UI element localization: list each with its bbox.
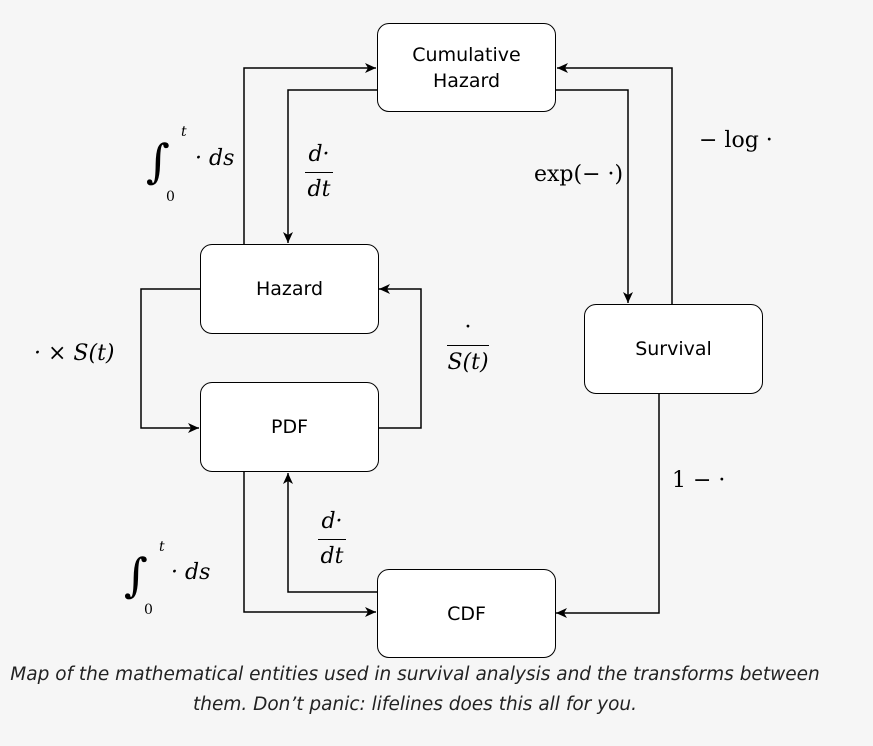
edge-survival-cdf bbox=[556, 383, 664, 618]
edge-hazard-to-cumhaz bbox=[243, 63, 376, 244]
edge-hazard-to-pdf bbox=[140, 288, 202, 433]
edge-pdf-to-cdf bbox=[243, 472, 376, 617]
label-cdf-to-pdf: d· dt bbox=[318, 511, 346, 568]
frac-denominator: dt bbox=[307, 177, 331, 202]
caption-line-1: Map of the mathematical entities used in… bbox=[10, 664, 820, 685]
edge-cumhaz-to-survival bbox=[555, 89, 633, 303]
label-hazard-to-pdf: · × S(t) bbox=[34, 341, 115, 366]
frac-bar bbox=[318, 539, 346, 540]
label-survival-to-cumhaz: − log · bbox=[699, 128, 773, 153]
figure-caption: Map of the mathematical entities used in… bbox=[0, 660, 830, 720]
frac-numerator: d· bbox=[321, 509, 343, 534]
node-cdf: CDF bbox=[377, 569, 556, 658]
integral-sign: ∫ bbox=[146, 134, 170, 188]
label-survival-cdf: 1 − · bbox=[672, 468, 726, 493]
label-cumhaz-to-survival: exp(− ·) bbox=[534, 162, 624, 187]
frac-bar bbox=[447, 345, 489, 346]
integral-body: · ds bbox=[171, 560, 211, 585]
edge-pdf-to-hazard bbox=[377, 284, 422, 429]
node-pdf: PDF bbox=[200, 382, 379, 472]
frac-numerator: · bbox=[464, 315, 472, 340]
node-cumulative-hazard: Cumulative Hazard bbox=[377, 23, 556, 112]
integral-upper-limit: t bbox=[159, 539, 165, 555]
caption-line-2: them. Don’t panic: lifelines does this a… bbox=[192, 694, 638, 715]
frac-denominator: S(t) bbox=[447, 350, 489, 375]
frac-numerator: d· bbox=[308, 142, 330, 167]
frac-denominator: dt bbox=[320, 544, 344, 569]
edge-survival-to-cumhaz bbox=[557, 63, 673, 304]
node-survival: Survival bbox=[584, 304, 763, 394]
integral-upper-limit: t bbox=[181, 124, 187, 140]
node-hazard: Hazard bbox=[200, 244, 379, 334]
label-cumhaz-to-hazard: d· dt bbox=[305, 144, 333, 201]
label-pdf-to-hazard: · S(t) bbox=[447, 317, 489, 374]
integral-lower-limit: 0 bbox=[166, 189, 175, 205]
integral-sign: ∫ bbox=[124, 548, 148, 602]
integral-lower-limit: 0 bbox=[144, 602, 153, 618]
frac-bar bbox=[305, 172, 333, 173]
edge-cumhaz-to-hazard bbox=[283, 89, 378, 243]
integral-body: · ds bbox=[195, 146, 235, 171]
edge-cdf-to-pdf bbox=[283, 473, 378, 593]
